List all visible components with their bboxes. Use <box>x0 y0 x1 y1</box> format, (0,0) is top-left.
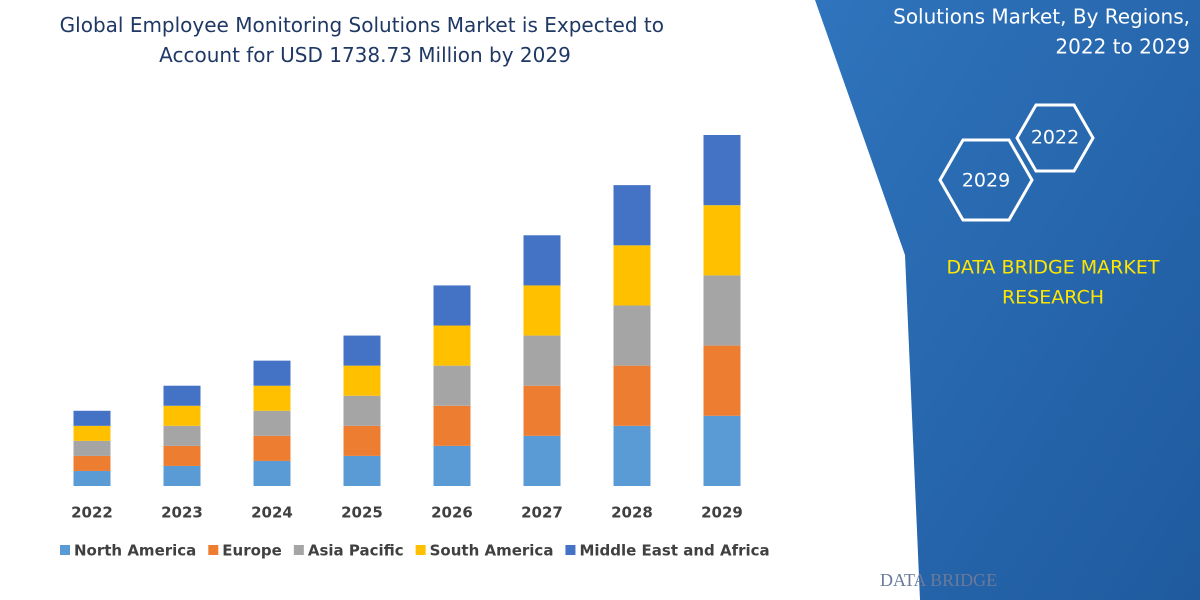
legend-swatch <box>565 545 576 555</box>
bar-segment <box>253 410 291 436</box>
bar-segment <box>523 435 561 486</box>
bar-segment <box>343 425 381 456</box>
legend-label: Middle East and Africa <box>579 542 769 560</box>
bar-segment <box>163 465 201 486</box>
bar-segment <box>523 385 561 436</box>
legend-swatch <box>208 545 219 555</box>
bar-segment <box>433 445 471 486</box>
bar-segment <box>433 405 471 446</box>
bar-segment <box>613 305 651 366</box>
bar-segment <box>433 365 471 406</box>
bar-segment <box>73 410 111 426</box>
legend-swatch <box>60 545 70 555</box>
bar-segment <box>73 470 111 486</box>
legend-swatch <box>415 545 426 555</box>
bar-segment <box>73 440 111 456</box>
chart-title: Global Employee Monitoring Solutions Mar… <box>60 13 671 67</box>
bar-segment <box>253 360 291 386</box>
x-tick-label: 2025 <box>341 504 383 522</box>
brand: DATA BRIDGE MARKET <box>947 257 1160 279</box>
bar-segment <box>613 245 651 306</box>
bar-segment <box>613 365 651 426</box>
hexagon-label: 2022 <box>1031 127 1079 149</box>
bar-segment <box>433 325 471 366</box>
bar-segment <box>343 365 381 396</box>
hexagon-label: 2029 <box>962 170 1010 192</box>
x-tick-label: 2028 <box>611 504 653 522</box>
bar-segment <box>703 205 741 276</box>
bar-segment <box>253 460 291 486</box>
legend-label: Europe <box>222 542 282 560</box>
brand: RESEARCH <box>1002 287 1104 309</box>
bar-segment <box>343 335 381 366</box>
bar-segment <box>703 345 741 416</box>
title-line: Global Employee Monitoring Solutions Mar… <box>60 13 664 37</box>
logo: DATA BRIDGE <box>880 570 997 590</box>
bar-segment <box>523 285 561 336</box>
bar-segment <box>343 455 381 486</box>
legend-label: North America <box>74 542 196 560</box>
bar-segment <box>613 185 651 246</box>
bar-segment <box>433 285 471 326</box>
bar-segment <box>523 335 561 386</box>
legend-swatch <box>293 545 304 555</box>
bar-segment <box>163 425 201 446</box>
hexagon <box>938 138 1034 222</box>
title-line: Account for USD 1738.73 Million by 2029 <box>159 43 571 67</box>
bar-segment <box>703 415 741 486</box>
bar-segment <box>343 395 381 426</box>
bar-segment <box>73 425 111 441</box>
bar-segment <box>613 425 651 486</box>
panel-heading: 2022 to 2029 <box>1055 35 1190 59</box>
bar-segment <box>703 275 741 346</box>
hexagon <box>1015 103 1095 173</box>
legend-label: South America <box>430 542 554 560</box>
panel-heading: Solutions Market, By Regions, <box>893 5 1190 29</box>
bar-segment <box>73 455 111 471</box>
x-tick-label: 2026 <box>431 504 473 522</box>
x-tick-label: 2023 <box>161 504 203 522</box>
bar-segment <box>163 445 201 466</box>
bar-segment <box>163 405 201 426</box>
x-tick-label: 2024 <box>251 504 293 522</box>
x-tick-label: 2027 <box>521 504 563 522</box>
bar-segment <box>703 135 741 206</box>
bar-segment <box>253 435 291 461</box>
x-tick-label: 2029 <box>701 504 743 522</box>
legend-label: Asia Pacific <box>308 542 404 560</box>
bar-segment <box>163 385 201 406</box>
side-panel <box>815 0 1200 600</box>
bar-segment <box>523 235 561 286</box>
x-tick-label: 2022 <box>71 504 113 522</box>
bar-segment <box>253 385 291 411</box>
